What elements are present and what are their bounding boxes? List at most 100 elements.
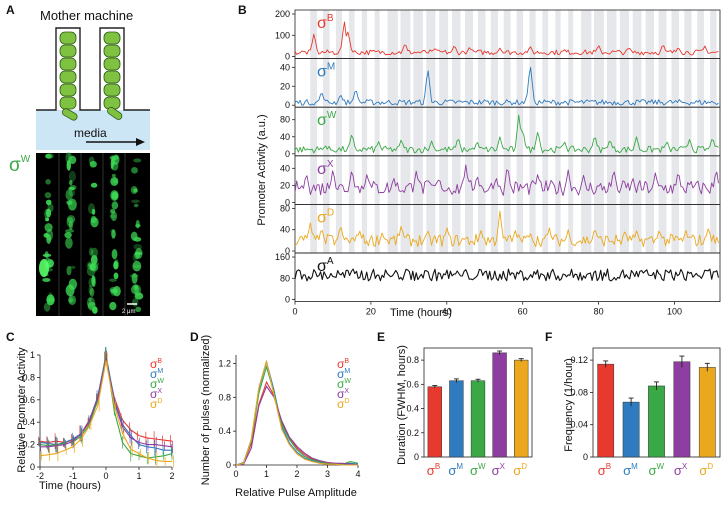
shade-band xyxy=(374,10,380,253)
kymo-spot xyxy=(86,261,94,270)
kymo-spot xyxy=(91,208,96,215)
panel-label-e: E xyxy=(377,330,385,344)
kymo-spot xyxy=(130,231,138,241)
series-label-sup: W xyxy=(327,110,337,121)
shade-band xyxy=(606,10,617,253)
category-label-X-symbol: σ xyxy=(492,463,500,478)
y-tick-label: 0 xyxy=(30,462,35,472)
kymo-spot xyxy=(86,302,96,306)
kymo-spot xyxy=(134,251,143,255)
series-label-D: σD xyxy=(317,207,334,226)
shade-band xyxy=(426,10,436,253)
kymo-spot xyxy=(133,203,139,208)
y-tick-label: 0.8 xyxy=(22,372,35,382)
kymo-spot xyxy=(42,277,51,282)
category-label-D: σD xyxy=(513,462,527,478)
shade-band xyxy=(400,10,411,253)
kymo-spot xyxy=(68,170,76,182)
y-tick-label: 80 xyxy=(280,273,290,283)
kymo-spot xyxy=(135,223,141,228)
x-tick-label: 1 xyxy=(264,469,269,479)
kymo-spot xyxy=(90,217,99,228)
bar-M xyxy=(622,401,640,458)
legend-M-symbol: σ xyxy=(150,367,158,381)
category-label-D-symbol: σ xyxy=(513,463,521,478)
bar-B xyxy=(597,363,615,458)
legend-B: σB xyxy=(337,357,349,371)
y-tick-label: 80 xyxy=(280,115,290,125)
shade-band xyxy=(387,10,398,253)
legend-X: σX xyxy=(150,387,162,401)
legend-W: σW xyxy=(337,377,351,391)
legend-M-sup: M xyxy=(344,368,350,375)
series-line-X xyxy=(40,358,173,448)
legend-W-sup: W xyxy=(344,378,351,385)
panel-f-ylabel: Frequency (1/hour) xyxy=(563,358,575,452)
kymo-spot xyxy=(88,156,95,165)
panel-label-b: B xyxy=(238,3,247,17)
category-label-X: σX xyxy=(492,462,506,478)
legend-X-sup: X xyxy=(157,388,162,395)
kymo-spot xyxy=(134,292,144,300)
series-label-M: σM xyxy=(317,62,335,81)
cell xyxy=(59,57,77,71)
shade-band xyxy=(348,10,355,253)
shade-band xyxy=(335,10,343,253)
kymo-spot xyxy=(110,176,119,186)
kymo-spot xyxy=(87,203,96,215)
category-label-D-symbol: σ xyxy=(699,463,707,478)
kymo-spot xyxy=(91,247,98,258)
series-line-X xyxy=(294,164,719,197)
panel-label-c: C xyxy=(6,330,15,344)
shade-band xyxy=(671,10,680,253)
panel-e-ylabel: Duration (FWHM, hours) xyxy=(396,345,408,465)
sigma-superscript: W xyxy=(21,154,31,165)
kymo-spot xyxy=(48,291,53,300)
y-tick-label: 0 xyxy=(414,452,419,462)
y-tick-label: 0.4 xyxy=(22,417,35,427)
kymo-spot xyxy=(45,179,51,185)
legend-B-symbol: σ xyxy=(150,357,158,371)
series-label-sup: X xyxy=(327,159,334,170)
kymo-spot xyxy=(65,189,73,201)
cell xyxy=(59,96,77,110)
x-tick-label: -1 xyxy=(69,471,77,481)
x-tick-label: -2 xyxy=(36,471,44,481)
kymo-spot xyxy=(68,278,78,290)
y-tick-label: 40 xyxy=(280,163,290,173)
shade-band xyxy=(619,10,629,253)
legend-B-symbol: σ xyxy=(337,357,345,371)
y-tick-label: 0.2 xyxy=(22,440,35,450)
kymo-spot xyxy=(88,297,92,302)
kymo-spot xyxy=(135,306,142,313)
series-line-A xyxy=(294,268,720,282)
shade-band xyxy=(542,10,549,253)
kymo-spot xyxy=(131,166,138,174)
x-tick-label: 60 xyxy=(518,307,528,317)
panel-c-xlabel: Time (hours) xyxy=(39,480,101,492)
legend-B: σB xyxy=(150,357,162,371)
bar-W xyxy=(648,385,665,458)
y-tick-label: 100 xyxy=(275,30,290,40)
series-label-sup: A xyxy=(327,256,334,267)
kymo-spot xyxy=(111,201,119,210)
legend-D-sup: D xyxy=(157,398,162,405)
x-tick-label: 80 xyxy=(594,307,604,317)
kymo-spot xyxy=(86,296,96,309)
y-tick-label: 20 xyxy=(280,81,290,91)
kymo-spot xyxy=(88,285,93,295)
cell xyxy=(59,83,77,97)
kymo-spot xyxy=(132,252,139,262)
kymo-spot xyxy=(89,287,95,297)
series-label-A: σA xyxy=(317,256,334,275)
category-label-W-sup: W xyxy=(478,462,486,471)
media-channel xyxy=(36,110,150,150)
x-tick-label: 2 xyxy=(169,471,174,481)
shade-band xyxy=(568,10,574,253)
legend-W-symbol: σ xyxy=(150,377,158,391)
kymo-spot xyxy=(89,160,97,168)
panel-c-ylabel: Relative Promoter Activity xyxy=(16,347,28,473)
category-label-M-sup: M xyxy=(631,462,638,471)
